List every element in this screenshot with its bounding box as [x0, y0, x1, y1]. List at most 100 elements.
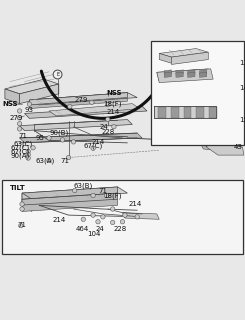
Polygon shape [188, 72, 195, 77]
Circle shape [110, 207, 115, 211]
Text: 214: 214 [53, 217, 66, 223]
Text: 228: 228 [114, 226, 127, 232]
Circle shape [68, 104, 72, 109]
Polygon shape [209, 107, 217, 118]
Polygon shape [176, 72, 183, 77]
Bar [151, 41, 244, 145]
Circle shape [47, 136, 51, 140]
Polygon shape [164, 72, 171, 77]
Text: 67(C): 67(C) [10, 149, 30, 156]
Text: 43: 43 [234, 144, 243, 149]
Text: 214: 214 [107, 109, 120, 115]
Circle shape [26, 156, 30, 160]
Circle shape [47, 158, 51, 163]
Polygon shape [157, 69, 211, 81]
Text: 279: 279 [10, 115, 23, 121]
Polygon shape [158, 107, 166, 118]
Circle shape [27, 102, 32, 106]
Text: 214: 214 [129, 201, 142, 207]
Circle shape [73, 188, 77, 193]
Bar [2, 180, 243, 254]
Text: 71: 71 [98, 188, 107, 194]
Polygon shape [22, 187, 127, 199]
Circle shape [123, 213, 127, 217]
Circle shape [31, 146, 35, 150]
Text: 67(C): 67(C) [10, 145, 30, 151]
Polygon shape [171, 107, 179, 118]
Polygon shape [22, 187, 118, 205]
Text: 71: 71 [17, 222, 26, 228]
Text: 228: 228 [102, 129, 115, 135]
Circle shape [106, 117, 110, 122]
Polygon shape [29, 92, 127, 105]
Text: 18(F): 18(F) [103, 100, 122, 107]
Text: 15: 15 [239, 116, 245, 123]
Polygon shape [159, 53, 171, 63]
Polygon shape [20, 133, 142, 143]
Text: 14: 14 [239, 85, 245, 91]
Polygon shape [188, 70, 195, 75]
Text: 63(A): 63(A) [36, 158, 55, 164]
Text: 71: 71 [60, 158, 69, 164]
Polygon shape [199, 70, 207, 75]
Text: 67(C): 67(C) [83, 142, 103, 149]
Circle shape [135, 215, 139, 219]
Circle shape [26, 149, 30, 154]
Text: 95: 95 [36, 135, 44, 141]
Text: 90(A): 90(A) [10, 153, 30, 159]
Circle shape [53, 70, 62, 79]
Text: 464: 464 [76, 226, 89, 232]
Text: 104: 104 [87, 231, 100, 237]
Polygon shape [22, 193, 32, 212]
Circle shape [19, 223, 23, 228]
Polygon shape [157, 69, 213, 83]
Polygon shape [5, 89, 20, 104]
Polygon shape [206, 143, 244, 155]
Circle shape [17, 122, 22, 126]
Polygon shape [184, 107, 191, 118]
Polygon shape [49, 104, 140, 116]
Circle shape [120, 220, 125, 224]
Text: TILT: TILT [10, 185, 25, 191]
Polygon shape [29, 92, 137, 105]
Circle shape [81, 217, 86, 221]
Polygon shape [199, 72, 207, 77]
Text: 13: 13 [239, 60, 245, 66]
Circle shape [20, 207, 24, 211]
Text: 24: 24 [96, 226, 104, 232]
Text: 24: 24 [99, 124, 108, 130]
Circle shape [60, 138, 65, 142]
Polygon shape [164, 70, 171, 75]
Text: 18(F): 18(F) [103, 192, 122, 199]
Polygon shape [172, 52, 208, 64]
Text: 214: 214 [92, 140, 105, 145]
Text: 63(C): 63(C) [13, 141, 33, 147]
Circle shape [17, 109, 22, 113]
Text: 93: 93 [24, 107, 34, 113]
Polygon shape [196, 107, 204, 118]
Polygon shape [24, 106, 147, 118]
Text: NSS: NSS [107, 90, 122, 96]
Polygon shape [29, 92, 127, 108]
Circle shape [91, 193, 95, 198]
Text: E: E [56, 72, 59, 77]
Polygon shape [20, 84, 59, 104]
Circle shape [110, 220, 115, 225]
Circle shape [112, 124, 116, 129]
Polygon shape [5, 79, 59, 94]
Circle shape [91, 213, 95, 217]
Text: NSS: NSS [2, 101, 18, 107]
Polygon shape [201, 144, 243, 153]
Circle shape [26, 152, 30, 157]
Circle shape [20, 202, 24, 206]
Polygon shape [154, 106, 216, 118]
Circle shape [106, 102, 110, 107]
Polygon shape [20, 120, 132, 131]
Text: 63(B): 63(B) [74, 182, 93, 189]
Circle shape [17, 127, 22, 131]
Circle shape [104, 193, 109, 198]
Circle shape [17, 116, 22, 120]
Text: 71: 71 [18, 132, 27, 139]
Polygon shape [122, 213, 159, 219]
Polygon shape [22, 193, 118, 212]
